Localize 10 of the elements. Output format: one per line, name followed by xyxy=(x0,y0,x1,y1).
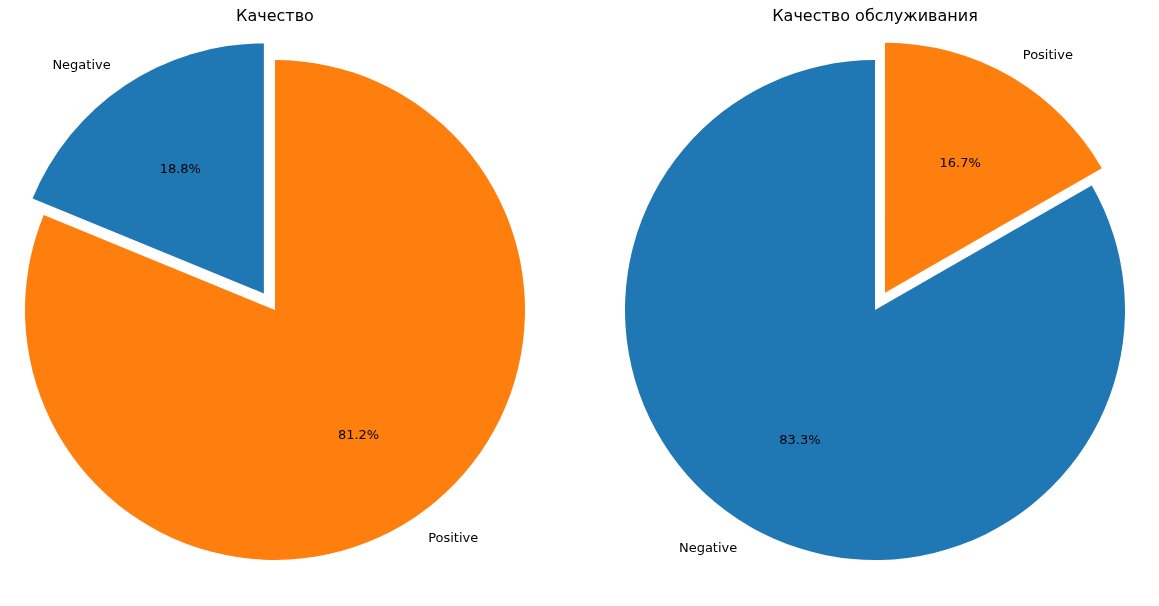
slice-label: Negative xyxy=(678,540,738,556)
slice-label: Positive xyxy=(428,530,479,546)
data-label: 16.7% xyxy=(939,154,981,170)
chart-title: Качество xyxy=(236,6,314,25)
data-label: 81.2% xyxy=(337,426,380,442)
data-label: 18.8% xyxy=(159,160,201,176)
slice-label: Positive xyxy=(1022,46,1073,62)
chart-title: Качество обслуживания xyxy=(772,6,978,25)
data-label: 83.3% xyxy=(779,431,821,447)
slice-label: Negative xyxy=(52,56,111,72)
